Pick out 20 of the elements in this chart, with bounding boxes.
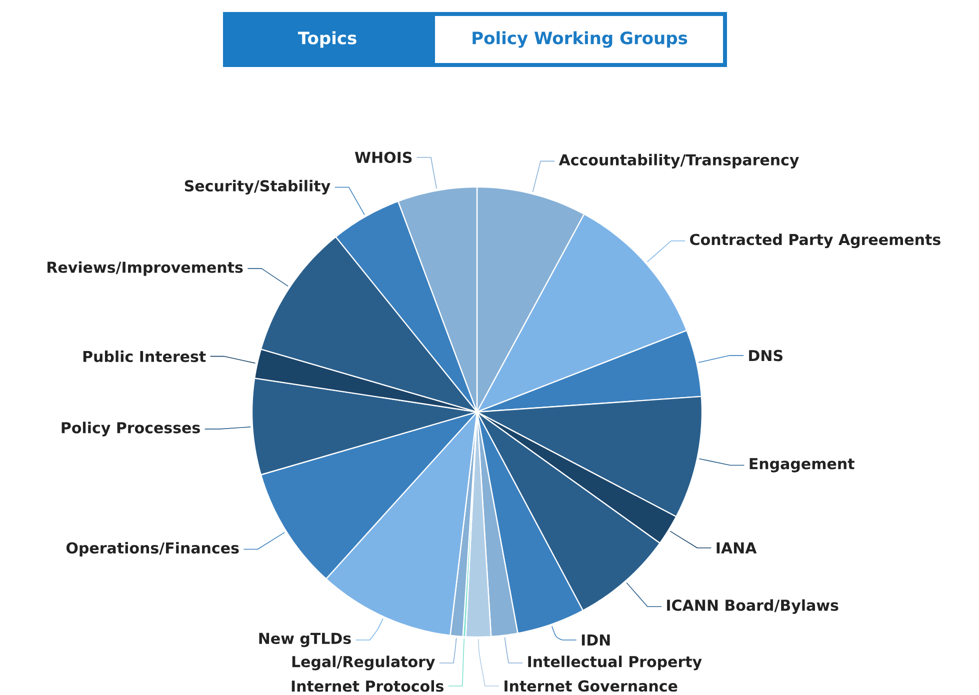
slice-label: Security/Stability xyxy=(184,180,330,195)
slice-label: New gTLDs xyxy=(259,632,351,648)
slice-label: Intellectual Property xyxy=(528,656,702,670)
slice-label: Legal/Regulatory xyxy=(292,656,435,670)
slice-label: Policy Processes xyxy=(62,422,200,436)
slice-label: Public Interest xyxy=(83,350,206,362)
slice-label: IDN xyxy=(582,634,610,646)
slice-label: Internet Protocols xyxy=(292,680,444,692)
slice-label: Accountability/Transparency xyxy=(558,154,799,168)
slice-label: Reviews/Improvements xyxy=(48,261,243,276)
slice-label: DNS xyxy=(749,350,782,362)
text: Policy Working Groups xyxy=(472,31,688,48)
slice-label: IANA xyxy=(716,542,757,554)
slice-label: Operations/Finances xyxy=(66,542,239,557)
slice-label: WHOIS xyxy=(354,152,412,164)
slice-label: ICANN Board/Bylaws xyxy=(667,599,838,614)
slice-label: Contracted Party Agreements xyxy=(690,234,940,248)
slice-label: Internet Governance xyxy=(504,680,678,692)
slice-label: Engagement xyxy=(750,458,854,472)
text: Topics xyxy=(298,31,356,48)
